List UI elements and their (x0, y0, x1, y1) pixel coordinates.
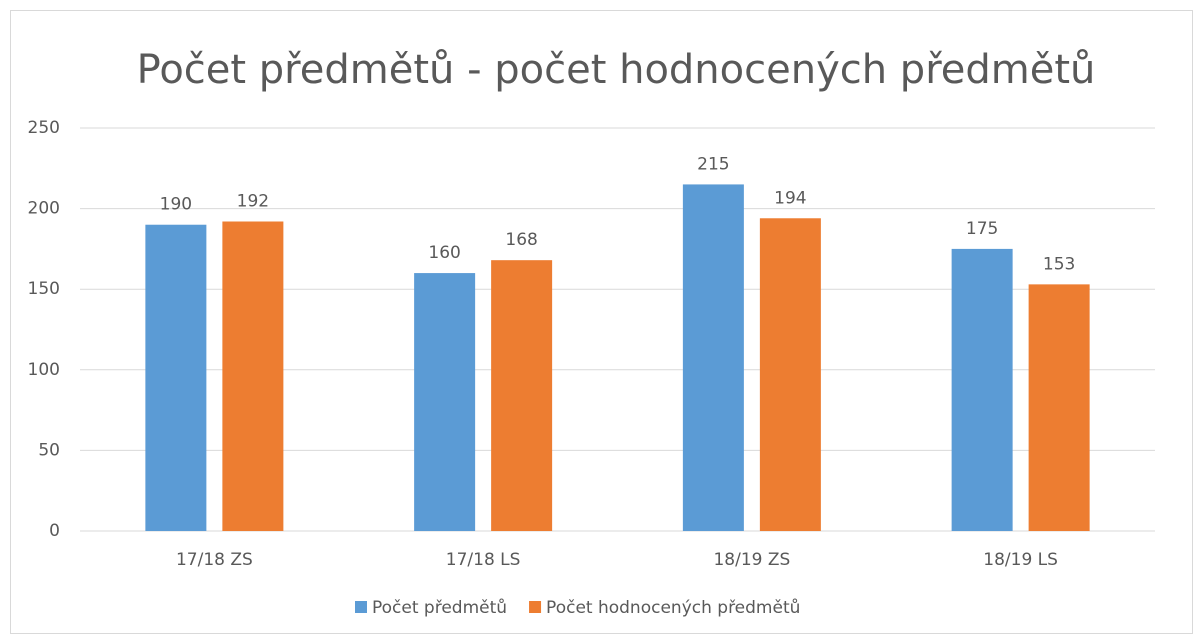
y-tick-label: 0 (49, 521, 60, 541)
legend-label: Počet předmětů (372, 598, 507, 618)
bar (759, 218, 821, 531)
legend-label: Počet hodnocených předmětů (546, 598, 800, 618)
bar (682, 184, 744, 532)
bar (951, 248, 1013, 531)
data-label: 192 (237, 191, 269, 211)
data-label: 190 (160, 195, 192, 215)
data-label: 160 (428, 243, 460, 263)
legend-swatch (355, 601, 367, 613)
data-label: 215 (697, 154, 729, 174)
bar (491, 260, 553, 531)
y-tick-label: 150 (28, 279, 60, 299)
x-tick-label: 17/18 ZS (176, 550, 253, 570)
data-label: 168 (505, 230, 537, 250)
bar (222, 221, 284, 531)
data-label: 194 (774, 188, 806, 208)
x-tick-label: 18/19 LS (983, 550, 1058, 570)
legend-swatch (529, 601, 542, 613)
bar (1028, 284, 1090, 531)
chart-title: Počet předmětů - počet hodnocených předm… (137, 47, 1096, 93)
bar (414, 273, 476, 531)
y-tick-label: 250 (28, 118, 60, 138)
x-tick-label: 17/18 LS (446, 550, 521, 570)
bar (145, 224, 207, 531)
data-label: 175 (966, 219, 998, 239)
x-tick-label: 18/19 ZS (713, 550, 790, 570)
y-tick-label: 100 (28, 360, 60, 380)
data-label: 153 (1043, 254, 1075, 274)
y-tick-label: 200 (28, 199, 60, 219)
y-tick-label: 50 (38, 440, 60, 460)
